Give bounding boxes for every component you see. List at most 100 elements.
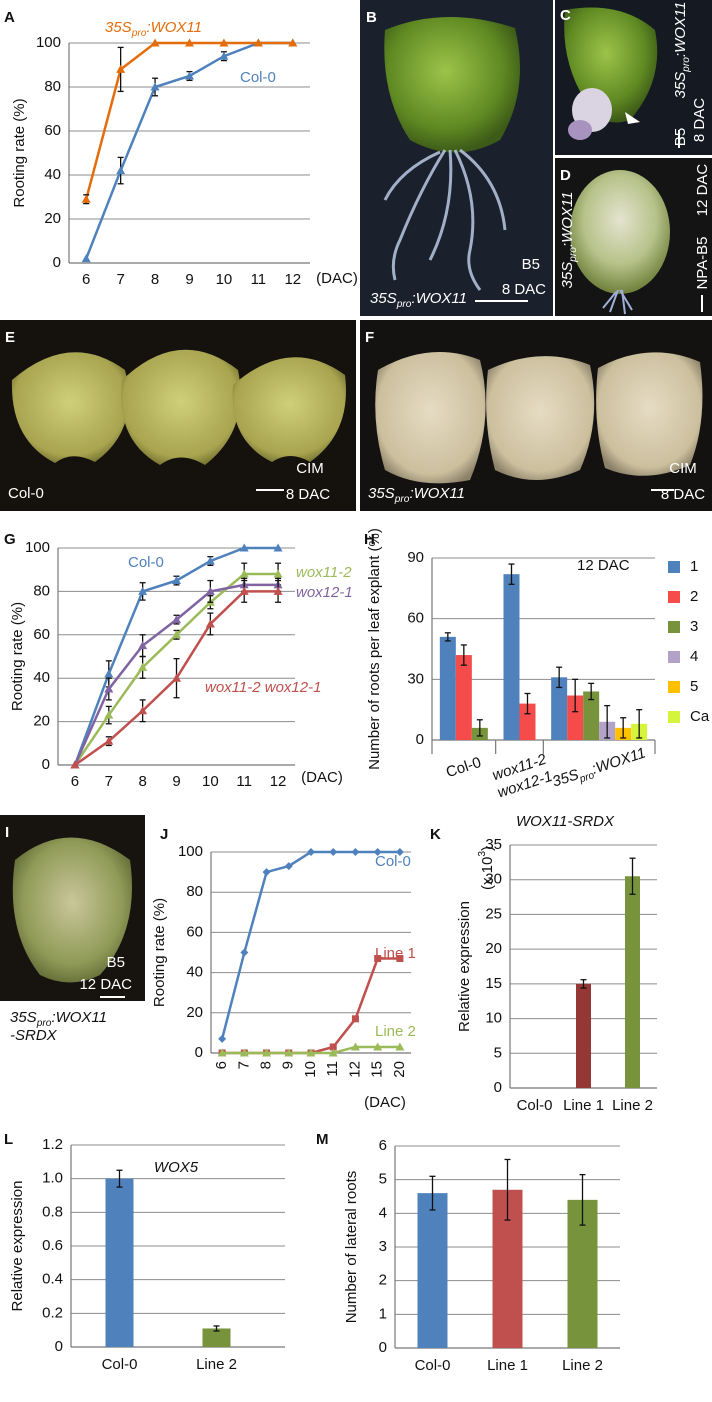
series-label: Line 2 [375, 1023, 416, 1040]
bar [576, 983, 591, 1088]
error-bar [508, 563, 515, 585]
text-part: 35S [550, 766, 581, 790]
point [172, 630, 181, 639]
series-label: Line 1 [375, 945, 416, 962]
error-bar [213, 1325, 220, 1332]
chart-title: WOX5 [154, 1159, 199, 1176]
point [104, 669, 114, 678]
text-part: 35S [105, 19, 132, 36]
text-part: pro [36, 1018, 52, 1029]
x-tick-label: 9 [185, 271, 193, 288]
x-tick-label: 10 [302, 1061, 319, 1078]
text-part: :WOX11 [409, 485, 465, 502]
photo-label: CIM [669, 460, 697, 477]
y-tick-label: 0 [494, 1079, 502, 1096]
point [219, 38, 229, 47]
panel-letter: I [5, 824, 9, 841]
point [284, 1048, 294, 1057]
photo-label: B5 [107, 954, 125, 971]
x-tick-label: Line 2 [612, 1097, 653, 1114]
point [185, 71, 194, 80]
point [253, 38, 263, 47]
annotation: 12 DAC [577, 557, 630, 574]
y-tick-label: 100 [25, 539, 50, 556]
y-tick-label: 0 [53, 254, 61, 271]
y-tick-label: 0.8 [42, 1203, 63, 1220]
y-tick-label: 20 [186, 1004, 203, 1021]
text-part: pro [568, 247, 579, 263]
x-tick-label: 6 [71, 773, 79, 790]
x-tick-label: 15 [369, 1061, 386, 1078]
y-tick-label: 1.2 [42, 1136, 63, 1153]
x-tick-label: 12 [346, 1061, 363, 1078]
photo-i [0, 815, 145, 1001]
panel-letter: G [4, 531, 16, 548]
y-tick-label: 0 [42, 756, 50, 773]
point [104, 710, 114, 719]
y-tick-label: 20 [44, 210, 61, 227]
error-bar [588, 682, 595, 701]
y-tick-label: 20 [485, 940, 502, 957]
y-tick-label: 4 [379, 1204, 387, 1221]
x-tick-label: wox11-2wox12-1 [490, 751, 555, 802]
series-label: 35Spro:WOX11 [105, 19, 202, 39]
text-part: 35S [672, 72, 689, 99]
x-tick-label: 12 [284, 271, 301, 288]
x-tick-label: 8 [258, 1061, 275, 1069]
x-tick-label: 12 [270, 773, 287, 790]
error-bar [604, 704, 611, 739]
legend-label: 4 [690, 648, 698, 665]
y-tick-label: 40 [186, 964, 203, 981]
x-tick-label: 11 [251, 271, 267, 288]
y-tick-label: 1.0 [42, 1170, 63, 1187]
y-tick-label: 40 [44, 166, 61, 183]
text-part: 3 [477, 851, 488, 857]
y-tick-label: 30 [407, 670, 424, 687]
bar [105, 1178, 134, 1347]
series-label: wox11-2 [296, 564, 352, 581]
point [373, 848, 382, 856]
y-tick-label: 5 [379, 1171, 387, 1188]
point [273, 569, 283, 578]
error-bar [444, 632, 451, 642]
y-tick-label: 1 [379, 1305, 387, 1322]
photo-e [0, 320, 356, 511]
point [150, 38, 160, 47]
text-part: 35S [368, 485, 395, 502]
bar [583, 691, 600, 740]
x-tick-label: 20 [391, 1061, 408, 1078]
bar [417, 1193, 448, 1348]
bar [551, 677, 568, 740]
point [351, 1015, 359, 1023]
text-part: ) [479, 846, 496, 851]
point [172, 615, 181, 624]
photo-label: B5 [522, 256, 540, 273]
bar [439, 636, 456, 740]
text-part: :WOX11 [559, 191, 576, 247]
panel-letter: C [560, 7, 571, 24]
y-tick-label: 0 [195, 1044, 203, 1061]
y-tick-label: 15 [485, 975, 502, 992]
y-axis-label: Relative expression [9, 1181, 26, 1312]
x-tick-label: Col-0 [444, 754, 483, 781]
point [81, 254, 91, 263]
photo-label: 8 DAC [286, 486, 330, 503]
legend-swatch [668, 681, 680, 693]
x-tick-label: 9 [280, 1061, 297, 1069]
error-bar [524, 692, 531, 715]
legend-swatch [668, 651, 680, 663]
error-bar [429, 1175, 436, 1211]
point [284, 862, 293, 871]
photo-label: 8 DAC [502, 281, 546, 298]
x-tick-label: 8 [138, 773, 146, 790]
point [306, 1048, 316, 1057]
y-tick-label: 5 [494, 1044, 502, 1061]
series-line [85, 41, 293, 200]
panel-letter: K [430, 826, 441, 843]
legend-label: 2 [690, 588, 698, 605]
panel-letter: A [4, 9, 15, 26]
legend-swatch [668, 591, 680, 603]
point [396, 955, 404, 963]
panel-letter: L [4, 1131, 13, 1148]
